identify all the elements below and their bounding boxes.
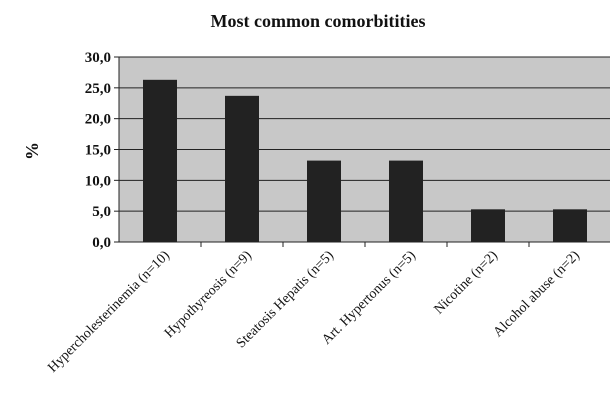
plot-area: 0,0 5,0 10,0 15,0 20,0 25,0 30,0 Hypercholester…: [45, 50, 610, 376]
y-tick-label: 30,0: [85, 50, 111, 66]
x-category-label: Art. Hypertonus (n=5): [319, 248, 419, 348]
bar: [389, 160, 423, 242]
x-category-label: Hypothyreosis (n=9): [162, 248, 255, 341]
bar: [553, 209, 587, 242]
chart-title: Most common comorbitities: [211, 11, 426, 31]
y-tick-label: 5,0: [92, 204, 111, 220]
bar: [307, 160, 341, 242]
bar: [143, 79, 177, 242]
bar: [225, 95, 259, 242]
x-category-label: Hypercholesterinemia (n=10): [45, 248, 173, 376]
bar: [471, 209, 505, 242]
y-tick-label: 10,0: [85, 173, 111, 189]
y-axis-label: %: [22, 142, 42, 160]
y-tick-label: 20,0: [85, 112, 111, 128]
y-tick-label: 0,0: [92, 235, 111, 251]
y-tick-label: 25,0: [85, 81, 111, 97]
x-category-label: Nicotine (n=2): [432, 248, 501, 317]
x-category-label: Alcohol abuse (n=2): [491, 248, 583, 340]
y-tick-label: 15,0: [85, 143, 111, 159]
